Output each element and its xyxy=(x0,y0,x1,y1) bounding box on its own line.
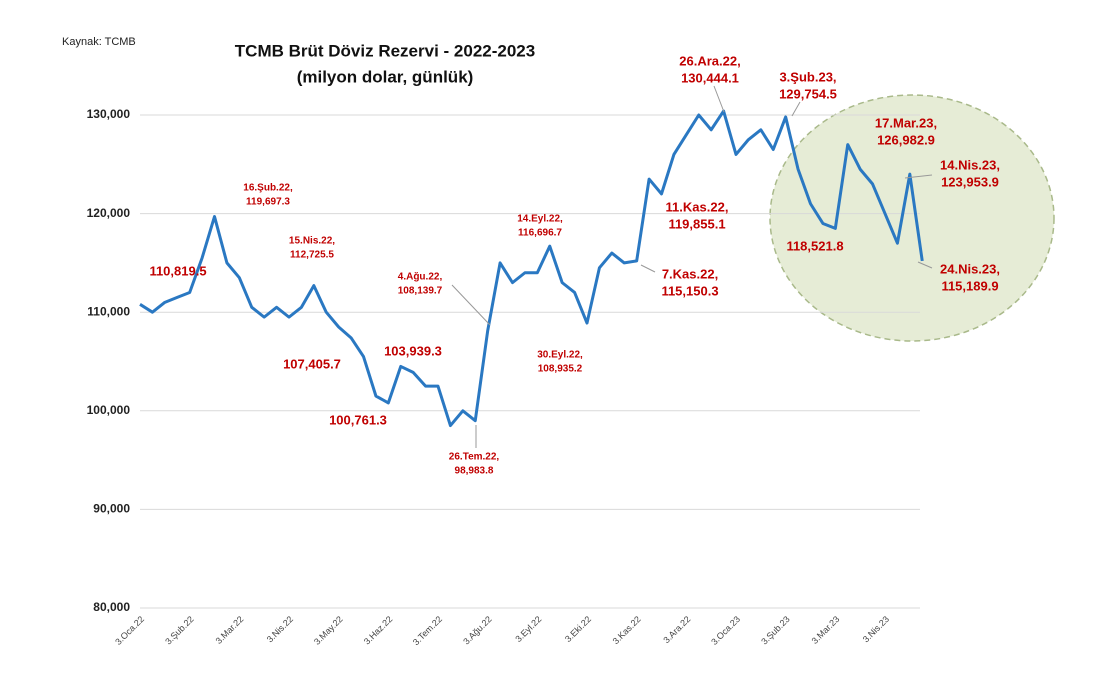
x-tick-label: 3.Kas.22 xyxy=(611,614,643,646)
annotation: 14.Nis.23, xyxy=(940,157,1000,172)
annotation: 26.Tem.22, xyxy=(449,452,500,463)
annotation: 112,725.5 xyxy=(290,250,334,261)
annotation: 11.Kas.22, xyxy=(666,199,729,214)
annotation: 30.Eyl.22, xyxy=(537,350,583,361)
annotation: 115,150.3 xyxy=(661,283,718,298)
x-tick-label: 3.Nis.23 xyxy=(861,614,891,644)
annotation: 110,819.5 xyxy=(149,263,206,278)
y-tick-label: 80,000 xyxy=(93,600,130,614)
x-tick-label: 3.Nis.22 xyxy=(265,614,295,644)
y-tick-label: 130,000 xyxy=(87,107,131,121)
annotation: 4.Ağu.22, xyxy=(398,272,443,283)
x-tick-label: 3.May.22 xyxy=(312,614,345,647)
x-tick-label: 3.Mar.22 xyxy=(214,614,246,646)
x-tick-label: 3.Oca.23 xyxy=(709,614,742,647)
x-tick-label: 3.Mar.23 xyxy=(810,614,842,646)
annotation: 14.Eyl.22, xyxy=(517,214,563,225)
annotation: 118,521.8 xyxy=(786,238,843,253)
annotation: 115,189.9 xyxy=(941,278,998,293)
leader-line xyxy=(451,284,491,326)
annotation: 100,761.3 xyxy=(329,412,387,427)
annotation: 116,696.7 xyxy=(518,228,562,239)
x-tick-label: 3.Şub.23 xyxy=(759,614,792,647)
chart-subtitle: (milyon dolar, günlük) xyxy=(297,67,474,86)
annotation: 15.Nis.22, xyxy=(289,236,335,247)
annotation: 108,139.7 xyxy=(398,286,443,297)
leader-line xyxy=(640,264,656,273)
annotation: 130,444.1 xyxy=(681,70,739,85)
x-tick-label: 3.Haz.22 xyxy=(362,614,395,647)
annotation: 129,754.5 xyxy=(779,86,837,101)
y-tick-label: 90,000 xyxy=(93,502,130,516)
annotation: 98,983.8 xyxy=(455,466,494,477)
annotation: 7.Kas.22, xyxy=(662,266,718,281)
annotation: 108,935.2 xyxy=(538,364,583,375)
annotation: 3.Şub.23, xyxy=(779,69,836,84)
annotation: 103,939.3 xyxy=(384,343,442,358)
x-tick-label: 3.Oca.22 xyxy=(113,614,146,647)
leader-line xyxy=(791,101,801,117)
leader-line xyxy=(917,261,933,269)
x-tick-label: 3.Şub.22 xyxy=(163,614,196,647)
annotation: 119,855.1 xyxy=(668,216,725,231)
x-tick-label: 3.Tem.22 xyxy=(411,614,444,647)
annotation: 123,953.9 xyxy=(941,174,999,189)
annotation: 107,405.7 xyxy=(283,356,341,371)
annotation: 119,697.3 xyxy=(246,197,290,208)
annotation: 26.Ara.22, xyxy=(679,53,740,68)
x-tick-label: 3.Eki.22 xyxy=(563,614,593,644)
leader-line xyxy=(904,174,933,179)
y-tick-label: 120,000 xyxy=(87,206,131,220)
y-tick-label: 100,000 xyxy=(87,403,131,417)
leader-line xyxy=(713,85,725,113)
highlight-ellipse xyxy=(769,94,1055,342)
x-tick-label: 3.Eyl.22 xyxy=(513,614,543,644)
line-series xyxy=(139,109,924,428)
y-tick-label: 110,000 xyxy=(87,304,130,318)
x-tick-label: 3.Ağu.22 xyxy=(461,614,494,647)
annotation: 16.Şub.22, xyxy=(243,183,293,194)
chart-title: TCMB Brüt Döviz Rezervi - 2022-2023 xyxy=(235,41,535,60)
annotation: 17.Mar.23, xyxy=(875,115,937,130)
annotation: 126,982.9 xyxy=(877,132,935,147)
source: Kaynak: TCMB xyxy=(62,36,136,48)
x-tick-label: 3.Ara.22 xyxy=(661,614,692,645)
annotation: 24.Nis.23, xyxy=(940,261,1000,276)
